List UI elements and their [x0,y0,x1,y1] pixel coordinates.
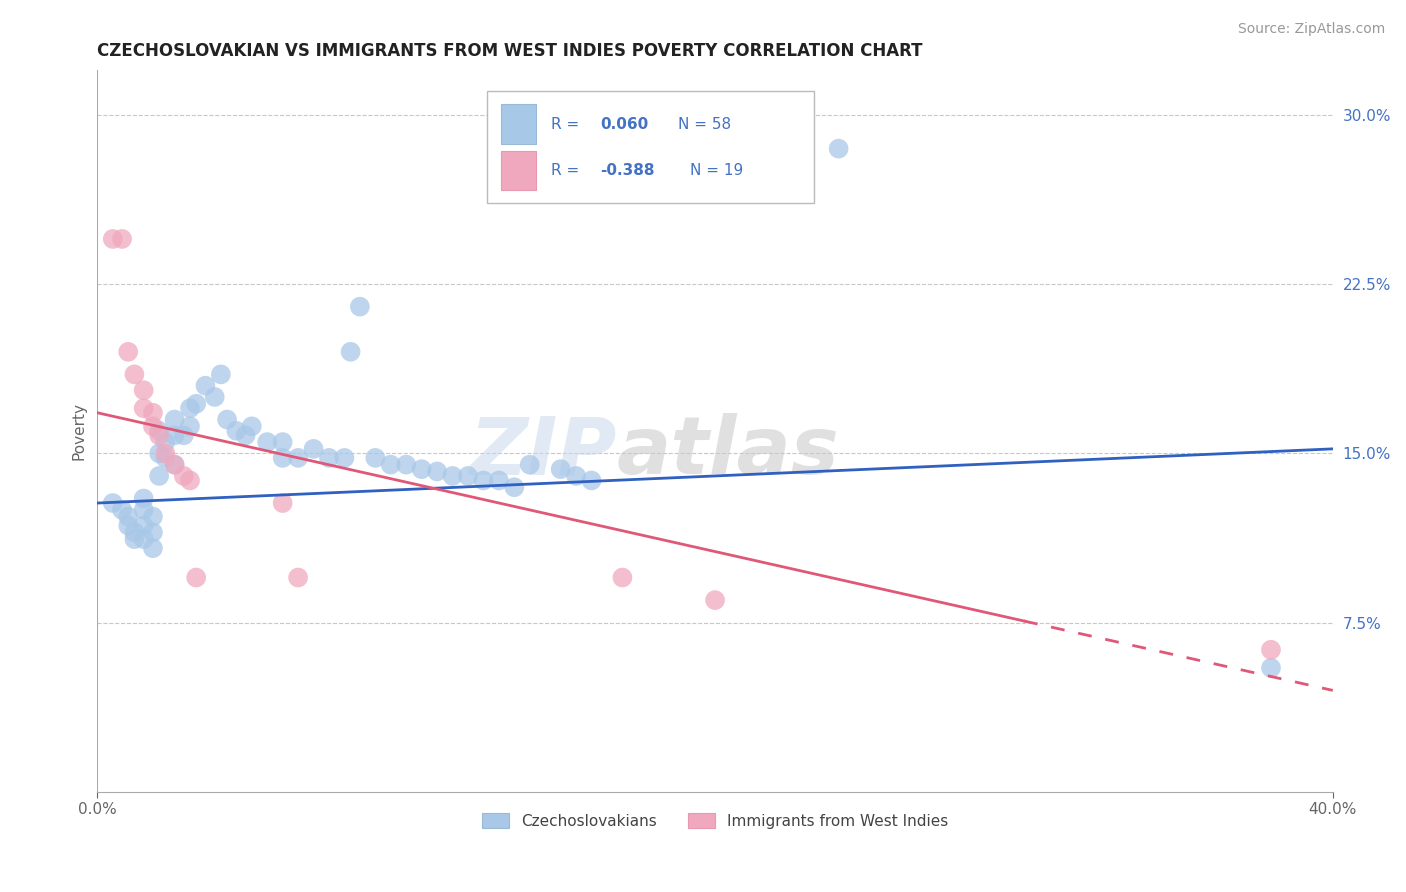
Point [132,518,155,533]
Point [173,428,195,442]
Point [457,469,479,483]
Point [163,458,186,472]
Text: 0.060: 0.060 [600,117,648,132]
Point [155,446,177,460]
Point [395,458,418,472]
Point [179,474,201,488]
Point [142,509,165,524]
Text: ZIP: ZIP [468,414,616,491]
Point [124,368,146,382]
Point [163,458,186,472]
Bar [502,151,536,190]
Point [349,300,371,314]
Point [173,469,195,483]
Text: N = 19: N = 19 [690,163,744,178]
Point [287,570,309,584]
Point [426,465,449,479]
Point [142,406,165,420]
Point [163,428,186,442]
Text: N = 58: N = 58 [678,117,731,132]
Point [132,532,155,546]
Point [271,435,294,450]
Point [204,390,226,404]
Point [1260,661,1282,675]
Point [519,458,541,472]
Point [132,383,155,397]
Text: -0.388: -0.388 [600,163,655,178]
Point [704,130,727,145]
Text: atlas: atlas [616,414,839,491]
Point [124,525,146,540]
Point [148,428,170,442]
Point [827,142,849,156]
Point [287,450,309,465]
Point [179,401,201,416]
Point [1260,642,1282,657]
Point [441,469,464,483]
Point [186,397,208,411]
Point [240,419,263,434]
Point [124,532,146,546]
Legend: Czechoslovakians, Immigrants from West Indies: Czechoslovakians, Immigrants from West I… [475,806,955,835]
Text: Source: ZipAtlas.com: Source: ZipAtlas.com [1237,22,1385,37]
Point [333,450,356,465]
Point [155,450,177,465]
Point [581,474,603,488]
Point [148,424,170,438]
Point [364,450,387,465]
Point [217,412,239,426]
Point [225,424,247,438]
Text: CZECHOSLOVAKIAN VS IMMIGRANTS FROM WEST INDIES POVERTY CORRELATION CHART: CZECHOSLOVAKIAN VS IMMIGRANTS FROM WEST … [97,42,922,60]
Point [163,412,186,426]
Point [503,480,526,494]
Point [411,462,433,476]
Point [612,570,634,584]
Text: R =: R = [551,117,583,132]
Point [111,232,134,246]
Point [132,491,155,506]
Point [111,503,134,517]
Point [101,496,124,510]
Point [179,419,201,434]
Point [318,450,340,465]
Point [472,474,495,488]
Point [155,435,177,450]
Point [488,474,510,488]
Point [148,469,170,483]
Point [142,525,165,540]
FancyBboxPatch shape [486,91,814,203]
Point [235,428,257,442]
Y-axis label: Poverty: Poverty [72,401,86,459]
Point [132,503,155,517]
Point [209,368,232,382]
Point [186,570,208,584]
Point [271,496,294,510]
Point [302,442,325,456]
Point [271,450,294,465]
Point [117,509,139,524]
Point [565,469,588,483]
Bar [502,104,536,144]
Point [142,419,165,434]
Point [117,518,139,533]
Point [256,435,278,450]
Point [148,446,170,460]
Point [550,462,572,476]
Point [704,593,727,607]
Point [132,401,155,416]
Text: R =: R = [551,163,583,178]
Point [380,458,402,472]
Point [142,541,165,556]
Point [339,344,361,359]
Point [101,232,124,246]
Point [117,344,139,359]
Point [194,378,217,392]
